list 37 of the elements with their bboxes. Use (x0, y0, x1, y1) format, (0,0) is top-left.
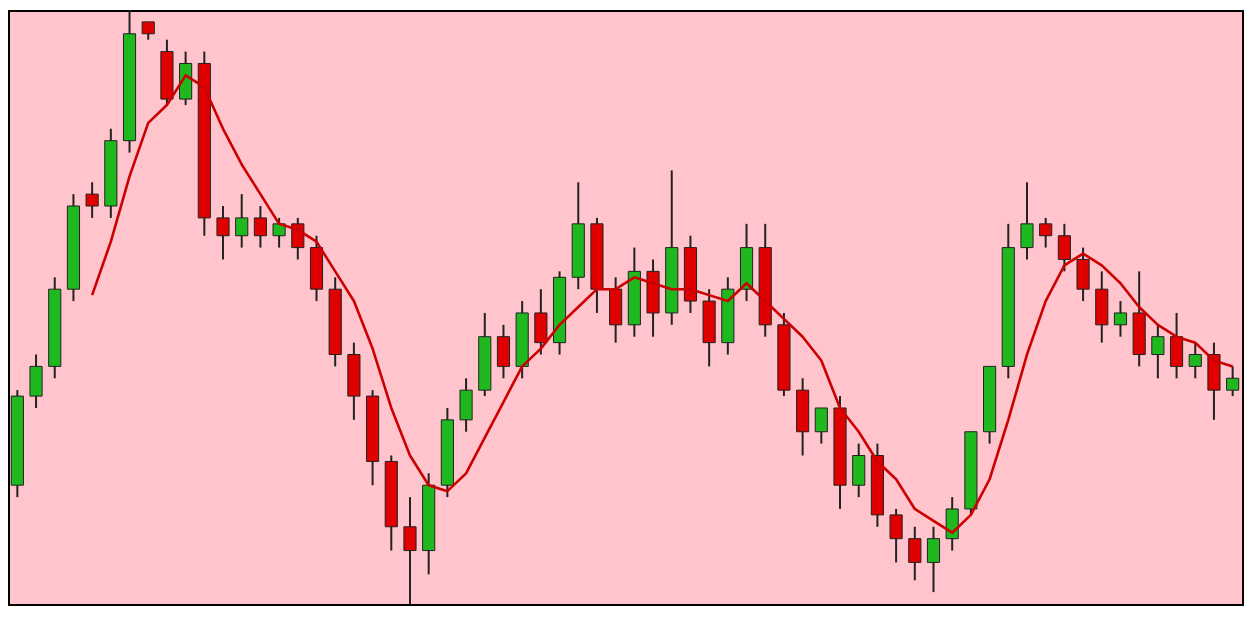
candlestick (926, 525, 941, 594)
candlestick (945, 496, 959, 552)
candlestick (1057, 222, 1071, 273)
candlestick (534, 288, 548, 356)
candlestick (403, 496, 417, 605)
candlestick (1169, 311, 1184, 380)
candlestick (1151, 323, 1165, 380)
candlestick (235, 193, 249, 249)
candlestick (1132, 270, 1146, 368)
candlestick (29, 353, 43, 409)
candlestick (459, 377, 473, 433)
candlestick (216, 205, 230, 261)
candlestick (1207, 341, 1221, 421)
candlestick (347, 341, 361, 421)
candlestick (85, 181, 99, 219)
candlestick (1039, 216, 1053, 249)
candlestick (309, 234, 324, 303)
candlestick (889, 507, 903, 564)
candlestick (852, 442, 866, 499)
candlestick (908, 525, 922, 582)
candlestick (739, 222, 754, 303)
candlestick (496, 323, 511, 380)
candlestick (272, 216, 286, 249)
candlestick (702, 288, 716, 368)
candlestick (646, 258, 660, 338)
candlestick (1188, 341, 1202, 380)
candlestick (1020, 181, 1034, 261)
candlestick (160, 38, 174, 107)
candlestick (253, 205, 267, 249)
candlestick (291, 216, 305, 261)
candlestick (814, 406, 828, 445)
candlestick (1226, 365, 1240, 398)
candlestick (796, 377, 810, 457)
candlestick (1076, 246, 1090, 303)
candlestick (1113, 300, 1128, 338)
candlestick (1095, 270, 1109, 344)
candlestick (609, 276, 623, 344)
